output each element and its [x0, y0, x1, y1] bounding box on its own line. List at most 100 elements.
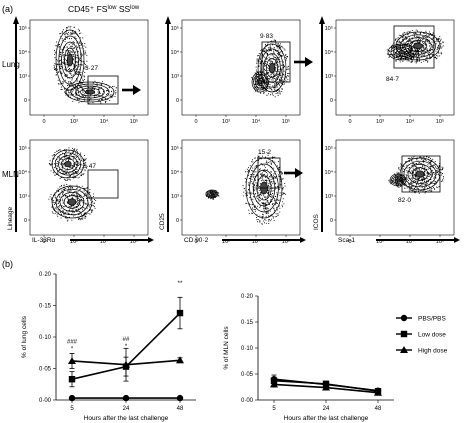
flow-event-dot [426, 180, 428, 182]
flow-event-dot [415, 56, 417, 58]
flow-event-dot [278, 71, 280, 73]
flow-event-dot [402, 179, 404, 180]
flow-event-dot [419, 190, 421, 192]
flow-event-dot [61, 213, 62, 215]
flow-event-dot [251, 181, 253, 183]
flow-event-dot [256, 71, 258, 73]
flow-event-dot [420, 51, 422, 53]
flow-event-dot [415, 176, 416, 178]
flow-event-dot [410, 47, 412, 49]
flow-event-dot [280, 45, 282, 47]
flow-event-dot [75, 51, 77, 53]
flow-event-dot [271, 178, 273, 180]
flow-event-dot [399, 179, 401, 180]
flow-event-dot [409, 40, 410, 41]
flow-event-dot [256, 59, 258, 61]
flow-event-dot [401, 57, 402, 59]
flow-event-dot [431, 183, 433, 184]
flow-event-dot [267, 194, 269, 196]
flow-event-dot [278, 50, 280, 52]
flow-event-dot [75, 54, 77, 56]
flow-event-dot [278, 69, 280, 71]
flow-event-dot [417, 50, 419, 52]
flow-event-dot [270, 50, 271, 51]
flow-event-dot [413, 57, 414, 59]
flow-event-dot [62, 165, 64, 167]
flow-event-dot [399, 61, 401, 63]
flow-gate-value: 15·2 [258, 149, 271, 156]
flow-event-dot [410, 160, 412, 162]
flow-event-dot [280, 73, 281, 75]
flow-event-dot [415, 171, 417, 173]
flow-event-dot [416, 55, 418, 57]
flow-event-dot [99, 92, 101, 94]
flow-event-dot [78, 200, 80, 201]
flow-event-dot [276, 76, 278, 78]
flow-event-dot [80, 72, 82, 73]
flow-event-dot [74, 98, 76, 100]
flow-event-dot [63, 48, 65, 50]
flow-event-dot [264, 48, 266, 50]
flow-contour [411, 167, 429, 181]
flow-event-dot [403, 176, 405, 178]
flow-event-dot [91, 88, 93, 90]
flow-event-dot [275, 62, 277, 64]
flow-event-dot [279, 71, 280, 73]
flow-event-dot [71, 196, 73, 198]
flow-contour [391, 174, 405, 186]
flow-event-dot [57, 45, 59, 46]
flow-event-dot [264, 64, 266, 66]
flow-event-dot [279, 46, 281, 48]
flow-event-dot [80, 85, 82, 87]
flow-event-dot [417, 59, 418, 60]
flow-event-dot [75, 160, 77, 162]
flow-event-dot [430, 50, 431, 52]
flow-xtick-label: 0 [348, 239, 351, 245]
flow-event-dot [75, 152, 76, 154]
flow-event-dot [70, 186, 72, 188]
flow-event-dot [280, 75, 282, 76]
flow-event-dot [428, 181, 429, 183]
flow-event-dot [440, 53, 442, 54]
data-point [68, 394, 76, 402]
flow-event-dot [79, 83, 81, 85]
flow-event-dot [267, 42, 269, 44]
flow-event-dot [436, 173, 438, 175]
flow-event-dot [265, 161, 267, 163]
flow-event-dot [410, 62, 412, 63]
flow-event-dot [282, 178, 284, 180]
flow-event-dot [84, 63, 85, 65]
flow-event-dot [262, 61, 264, 62]
flow-event-dot [426, 172, 428, 174]
flow-event-dot [264, 208, 266, 210]
flow-event-dot [435, 170, 437, 171]
flow-event-dot [261, 88, 263, 90]
flow-event-dot [77, 83, 79, 85]
flow-event-dot [421, 190, 423, 192]
flow-event-dot [65, 73, 67, 75]
flow-event-dot [426, 57, 428, 59]
flow-event-dot [266, 83, 268, 85]
flow-event-dot [84, 72, 86, 73]
flow-event-dot [410, 186, 412, 188]
flow-event-dot [261, 194, 262, 196]
flow-event-dot [252, 159, 253, 161]
flow-event-dot [99, 101, 101, 103]
flow-event-dot [417, 41, 419, 43]
flow-event-dot [277, 89, 278, 90]
flow-event-dot [273, 200, 275, 202]
flow-event-dot [424, 48, 426, 50]
flow-event-dot [59, 163, 61, 165]
flow-event-dot [395, 179, 397, 180]
flow-event-dot [431, 54, 433, 56]
flow-event-dot [65, 195, 67, 196]
flow-event-dot [262, 216, 263, 218]
flow-event-dot [76, 164, 78, 165]
flow-event-dot [84, 66, 86, 68]
flow-event-dot [427, 61, 428, 63]
flow-event-dot [64, 200, 65, 202]
flow-event-dot [391, 45, 393, 47]
flow-event-dot [270, 188, 271, 190]
flow-event-dot [268, 191, 270, 193]
flow-event-dot [267, 76, 268, 78]
